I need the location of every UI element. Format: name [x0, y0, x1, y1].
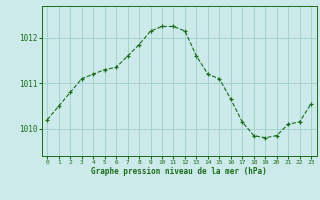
X-axis label: Graphe pression niveau de la mer (hPa): Graphe pression niveau de la mer (hPa)	[91, 167, 267, 176]
